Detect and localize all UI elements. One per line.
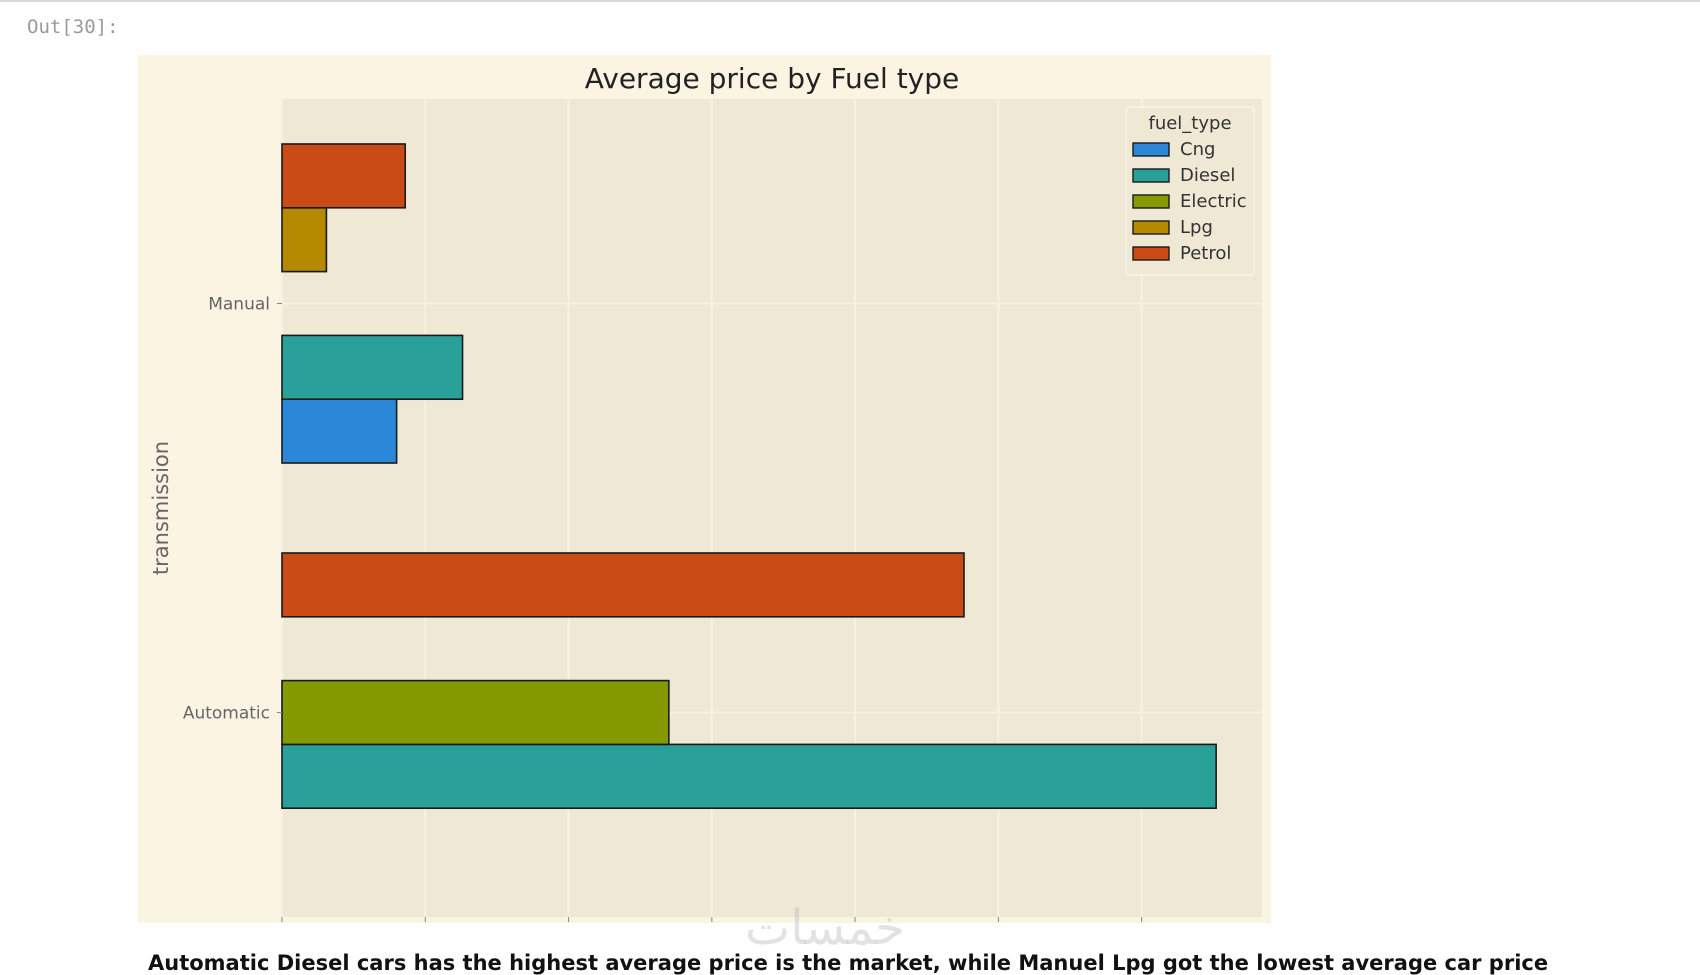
bar-automatic-petrol [281, 552, 965, 618]
legend-swatch-petrol [1132, 246, 1170, 261]
watermark: خمسات [745, 900, 906, 956]
legend-label-cng: Cng [1180, 139, 1215, 160]
legend-title: fuel_type [1148, 113, 1231, 134]
legend-swatch-cng [1132, 142, 1170, 157]
bar-manual-petrol [281, 143, 407, 209]
bar-manual-cng [281, 398, 398, 464]
cell-top-border [0, 0, 1700, 2]
bar-manual-diesel [281, 334, 464, 401]
output-prompt: Out[30]: [27, 16, 119, 38]
bar-automatic-diesel [281, 743, 1217, 810]
legend-swatch-lpg [1132, 220, 1170, 235]
legend-label-diesel: Diesel [1180, 165, 1235, 186]
y-axis-label: transmission [149, 441, 173, 575]
y-tick-label-manual: Manual [208, 295, 270, 315]
y-tick-label-automatic: Automatic [183, 704, 270, 724]
chart-title: Average price by Fuel type [585, 62, 960, 95]
bar-chart: 0.00.51.01.52.02.53.0AutomaticManual1e6t… [149, 62, 1262, 922]
bar-manual-lpg [281, 206, 328, 273]
legend-swatch-electric [1132, 194, 1170, 209]
legend-label-lpg: Lpg [1180, 217, 1213, 238]
legend-label-electric: Electric [1180, 191, 1247, 212]
conclusion-text: Automatic Diesel cars has the highest av… [148, 951, 1549, 975]
bar-automatic-electric [281, 679, 670, 746]
legend-swatch-diesel [1132, 168, 1170, 183]
legend-label-petrol: Petrol [1180, 243, 1231, 264]
